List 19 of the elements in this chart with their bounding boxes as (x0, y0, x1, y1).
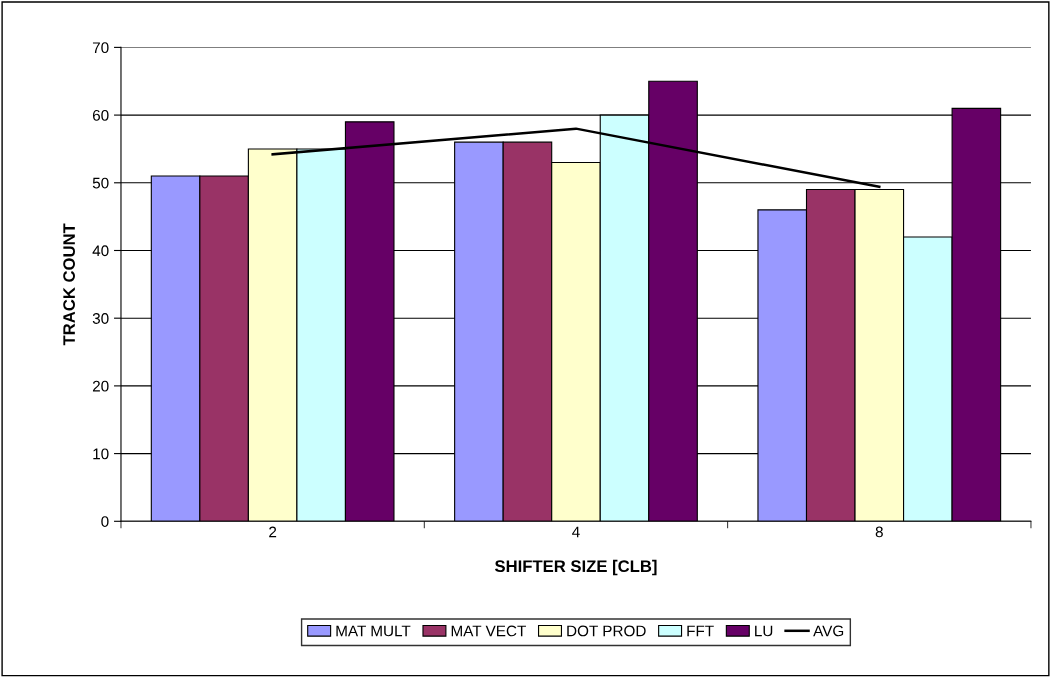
y-tick-label: 50 (92, 177, 109, 189)
y-tick-label: 0 (101, 516, 109, 527)
x-tick-label: 8 (875, 526, 883, 538)
legend-label: MAT VECT (451, 625, 526, 637)
x-tick-label: 4 (572, 526, 580, 538)
legend-label: FFT (687, 625, 714, 637)
y-tick-label: 20 (92, 380, 109, 392)
y-tick-label: 30 (92, 313, 109, 324)
x-axis-title: SHIFTER SIZE [CLB] (494, 559, 657, 576)
y-tick-label: 60 (92, 109, 109, 121)
y-axis-title: TRACK COUNT (63, 223, 75, 346)
legend-label: AVG (813, 625, 844, 637)
legend-label: LU (755, 625, 773, 637)
legend-label: MAT MULT (336, 625, 411, 637)
y-tick-label: 70 (92, 42, 109, 54)
legend-label: DOT PROD (567, 625, 646, 637)
y-tick-label: 40 (92, 245, 109, 257)
y-tick-label: 10 (93, 448, 109, 460)
x-tick-label: 2 (269, 526, 277, 538)
